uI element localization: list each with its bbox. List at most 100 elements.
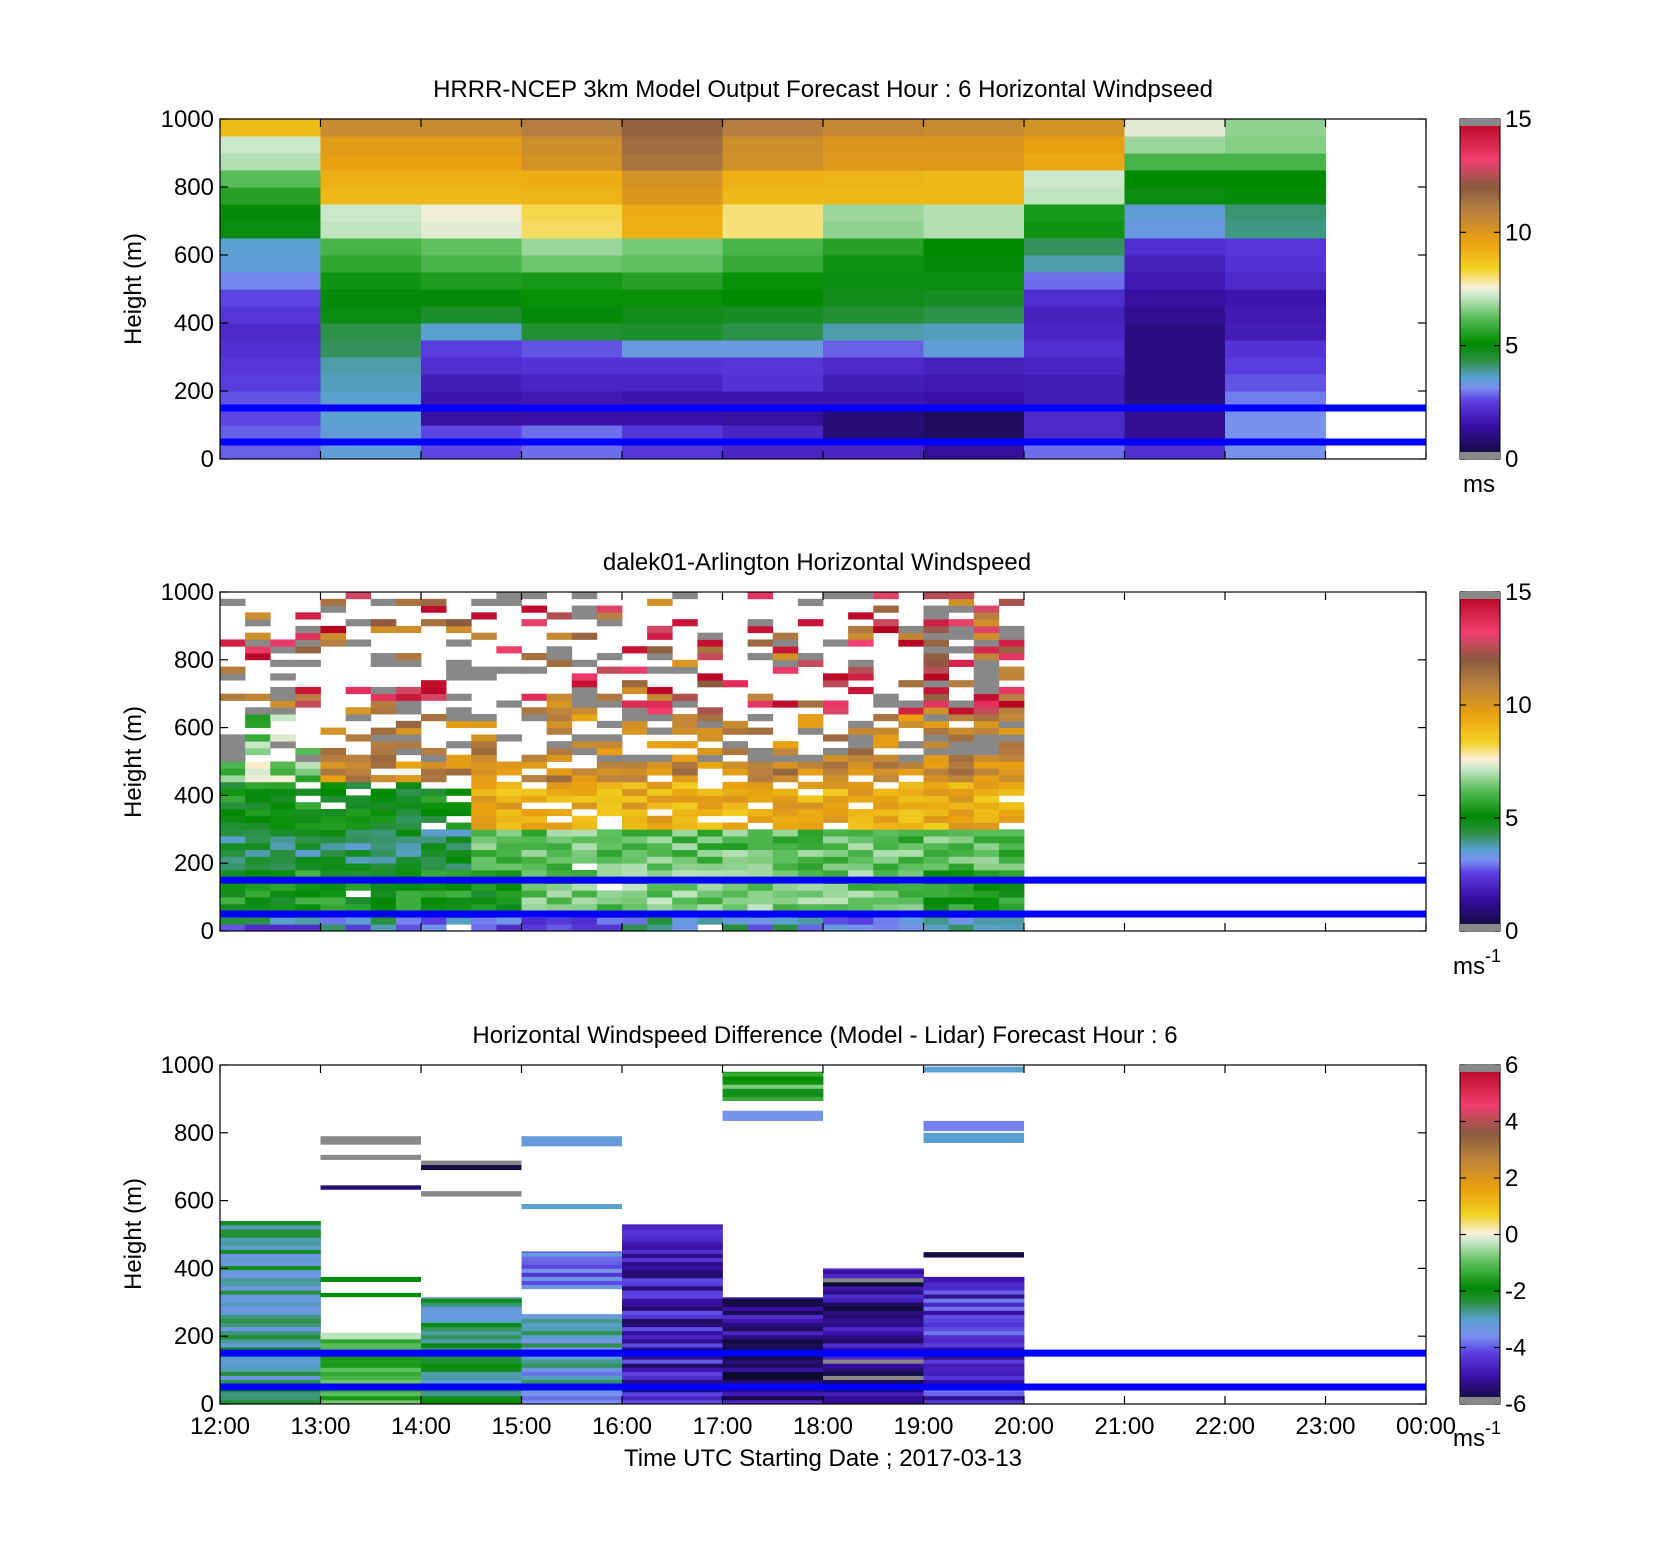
colorbar-tick-label: 15 [1505, 106, 1532, 133]
model-cell [320, 323, 422, 341]
lidar-cell [546, 883, 573, 891]
lidar-cell [245, 917, 271, 925]
lidar-cell [873, 741, 899, 749]
lidar-cell [973, 632, 1000, 640]
lidar-cell [521, 890, 548, 898]
difference-cell [622, 1338, 723, 1344]
lidar-cell [220, 747, 246, 756]
lidar-cell [395, 700, 422, 708]
lidar-cell [622, 714, 648, 722]
lidar-cell [270, 700, 296, 708]
lidar-cell [722, 720, 749, 728]
lidar-cell [220, 734, 246, 742]
model-cell [823, 187, 924, 205]
lidar-cell [873, 836, 899, 844]
difference-cell [823, 1318, 924, 1324]
difference-cell [923, 1347, 1025, 1352]
lidar-cell [998, 741, 1025, 749]
lidar-cell [772, 917, 799, 925]
difference-cell [923, 1252, 1024, 1258]
model-cell [1024, 136, 1125, 154]
lidar-cell [772, 653, 799, 661]
lidar-cell [823, 768, 849, 776]
lidar-cell [220, 775, 246, 783]
colorbar-tick-label: 5 [1505, 805, 1518, 832]
lidar-cell [345, 924, 372, 931]
model-cell [1124, 306, 1226, 324]
model-cell [220, 374, 321, 392]
lidar-cell [546, 795, 573, 803]
x-tick-label: 22:00 [1195, 1413, 1255, 1440]
lidar-cell [446, 836, 472, 844]
lidar-cell [898, 836, 924, 844]
difference-cell [320, 1399, 422, 1404]
lidar-cell [496, 897, 522, 905]
difference-cell [421, 1306, 522, 1311]
lidar-cell [848, 659, 874, 667]
lidar-cell [446, 883, 472, 891]
lidar-cell [797, 795, 824, 803]
lidar-cell [848, 781, 874, 790]
lidar-cell [471, 720, 497, 728]
lidar-cell [270, 693, 296, 701]
model-cell [1024, 255, 1125, 273]
lidar-cell [647, 625, 673, 634]
lidar-cell [998, 673, 1025, 681]
lidar-cell [421, 619, 447, 627]
model-cell [1225, 170, 1326, 188]
lidar-cell [446, 822, 472, 830]
lidar-cell [998, 897, 1025, 905]
lidar-cell [295, 897, 321, 905]
lidar-cell [697, 917, 723, 925]
model-cell [320, 221, 422, 239]
difference-cell [923, 1298, 1025, 1303]
lidar-cell [973, 802, 1000, 810]
lidar-cell [370, 829, 397, 837]
lidar-cell [370, 836, 397, 844]
lidar-cell [446, 869, 472, 878]
lidar-cell [948, 747, 975, 756]
lidar-cell [973, 605, 1000, 613]
lidar-cell [848, 788, 874, 796]
model-cell [320, 442, 422, 459]
lidar-cell [772, 856, 799, 864]
lidar-cell [923, 720, 950, 728]
model-cell [923, 391, 1025, 409]
lidar-cell [848, 625, 874, 634]
lidar-cell [345, 869, 372, 878]
lidar-cell [923, 836, 950, 844]
lidar-cell [797, 829, 824, 837]
lidar-cell [245, 693, 271, 701]
difference-cell [421, 1160, 522, 1166]
difference-cell [320, 1367, 422, 1372]
lidar-cell [672, 768, 698, 776]
difference-colorbar-unit-exponent: -1 [1485, 1418, 1501, 1438]
lidar-cell [370, 775, 397, 783]
lidar-cell [521, 829, 548, 837]
lidar-cell [622, 775, 648, 783]
lidar-cell [948, 625, 975, 634]
lidar-cell [923, 917, 950, 925]
lidar-cell [898, 714, 924, 722]
model-cell [320, 357, 422, 375]
lidar-cell [647, 883, 673, 891]
difference-cell [421, 1359, 522, 1364]
lidar-cell [973, 829, 1000, 837]
lidar-cell [345, 754, 372, 762]
lidar-cell [772, 795, 799, 803]
lidar-cell [722, 890, 749, 898]
lidar-cell [320, 822, 347, 830]
lidar-cell [496, 842, 522, 851]
lidar-cell [797, 754, 824, 762]
lidar-cell [998, 775, 1025, 783]
lidar-cell [345, 822, 372, 830]
lidar-cell [998, 788, 1025, 796]
lidar-cell [772, 639, 799, 647]
lidar-cell [848, 869, 874, 878]
difference-cell [421, 1326, 522, 1332]
difference-cell [220, 1265, 321, 1271]
lidar-cell [647, 707, 673, 715]
difference-cell [622, 1249, 723, 1254]
lidar-cell [546, 788, 573, 796]
